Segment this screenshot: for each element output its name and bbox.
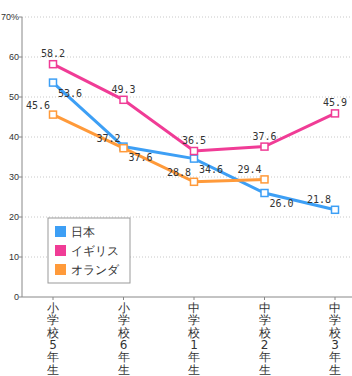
marker [191, 155, 198, 162]
x-tick-label: 中学校1年生 [187, 301, 200, 376]
x-axis [22, 297, 352, 298]
series-line [53, 83, 335, 210]
x-tick-label: 小学校5年生 [46, 301, 59, 376]
x-tick [335, 297, 336, 300]
data-label: 45.6 [26, 100, 50, 111]
x-tick-char: 生 [188, 363, 200, 376]
data-label: 29.4 [237, 164, 261, 175]
x-tick-char: 生 [47, 363, 59, 376]
marker [50, 61, 57, 68]
data-label: 36.5 [182, 135, 206, 146]
x-tick-char: 生 [118, 363, 130, 376]
x-tick-label: 中学校2年生 [258, 301, 271, 376]
data-label: 34.6 [199, 164, 223, 175]
y-axis [22, 17, 23, 297]
x-tick-char: 生 [329, 363, 341, 376]
data-label: 37.2 [96, 133, 120, 144]
grid-line [22, 17, 352, 18]
x-tick [194, 297, 195, 300]
data-label: 58.2 [41, 48, 65, 59]
legend-label: オランダ [71, 263, 120, 277]
data-label: 53.6 [58, 88, 82, 99]
y-tick-label: 0 [14, 292, 19, 302]
series-line [53, 64, 335, 151]
legend-label: 日本 [71, 225, 95, 239]
x-tick [264, 297, 265, 300]
y-tick-label: 70% [1, 12, 19, 22]
data-label: 37.6 [252, 131, 276, 142]
marker [261, 176, 268, 183]
data-label: 28.8 [167, 167, 191, 178]
marker [332, 110, 339, 117]
data-label: 37.6 [129, 152, 153, 163]
y-tick-label: 40 [9, 132, 19, 142]
data-label: 26.0 [270, 198, 294, 209]
plot-area [50, 61, 339, 214]
x-tick-char: 生 [259, 363, 271, 376]
series-line [53, 115, 265, 182]
x-tick [53, 297, 54, 300]
grid-line [22, 217, 352, 218]
marker [50, 79, 57, 86]
y-tick-label: 20 [9, 212, 19, 222]
y-tick-label: 60 [9, 52, 19, 62]
legend: 日本イギリスオランダ [48, 218, 130, 283]
y-tick-label: 10 [9, 252, 19, 262]
x-tick [123, 297, 124, 300]
legend-swatch [55, 226, 66, 237]
data-label: 49.3 [111, 84, 135, 95]
chart: 0 10 20 30 40 50 60 70% 小学校5年生 小学校6年生 中学校1年生 中学校2年生… [0, 0, 352, 376]
legend-label: イギリス [71, 244, 119, 258]
marker [50, 111, 57, 118]
marker [191, 148, 198, 155]
marker [120, 145, 127, 152]
data-label: 45.9 [323, 97, 347, 108]
data-label: 21.8 [307, 194, 331, 205]
marker [332, 206, 339, 213]
marker [261, 190, 268, 197]
x-tick-label: 中学校3年生 [328, 301, 341, 376]
y-tick-label: 50 [9, 92, 19, 102]
marker [261, 143, 268, 150]
legend-swatch [55, 264, 66, 275]
data-labels: 53.6 37.6 34.6 26.0 21.8 58.2 49.3 36.5 37.6 45.9… [26, 48, 347, 209]
legend-box [48, 218, 130, 283]
legend-swatch [55, 245, 66, 256]
grid-line [22, 57, 352, 58]
marker [191, 178, 198, 185]
x-tick-label: 小学校6年生 [117, 301, 130, 376]
marker [120, 96, 127, 103]
y-tick-label: 30 [9, 172, 19, 182]
